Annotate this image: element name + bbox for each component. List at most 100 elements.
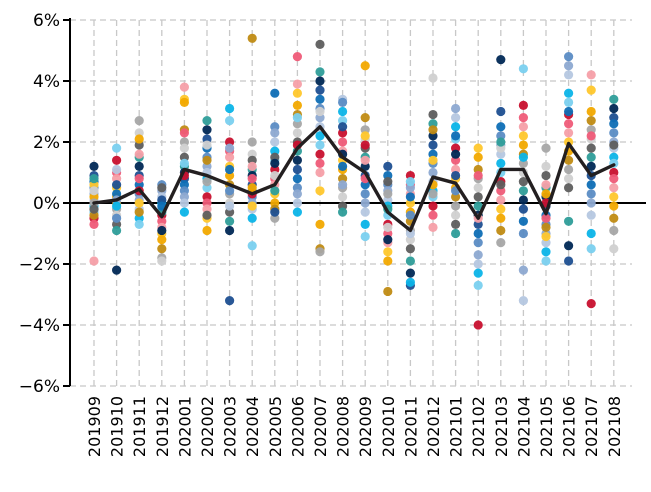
scatter-point <box>202 225 212 236</box>
scatter-point <box>179 158 189 168</box>
scatter-point <box>586 106 596 117</box>
scatter-point <box>586 70 596 80</box>
scatter-point <box>225 186 235 196</box>
scatter-point <box>360 140 370 150</box>
x-tick-label: 202103 <box>492 396 511 457</box>
scatter-point <box>270 88 280 98</box>
x-tick-label: 201909 <box>85 396 104 457</box>
scatter-point <box>541 189 551 199</box>
y-tick-label: 6% <box>33 11 60 31</box>
scatter-point <box>428 210 438 220</box>
scatter-point <box>473 228 483 239</box>
x-tick-label: 202105 <box>537 396 556 457</box>
scatter-point <box>473 320 483 330</box>
scatter-point <box>451 103 461 114</box>
scatter-point <box>609 128 619 138</box>
scatter-point <box>134 161 144 171</box>
scatter-point <box>609 119 619 129</box>
scatter-point <box>112 164 122 175</box>
scatter-point <box>496 195 506 205</box>
scatter-point <box>586 152 596 162</box>
scatter-point <box>405 228 415 239</box>
scatter-point <box>112 201 122 211</box>
scatter-point <box>496 180 506 190</box>
scatter-point <box>134 149 144 159</box>
scatter-point <box>157 225 167 236</box>
scatter-point <box>405 256 415 266</box>
x-tick-label: 202102 <box>469 396 488 457</box>
scatter-point <box>405 210 415 220</box>
scatter-point <box>89 256 99 266</box>
scatter-point <box>270 158 280 168</box>
scatter-point <box>225 103 235 114</box>
scatter-point <box>247 241 257 251</box>
scatter-point <box>518 186 529 196</box>
scatter-point <box>383 256 393 266</box>
scatter-point <box>315 247 325 257</box>
scatter-point <box>247 137 257 147</box>
y-tick-label: 0% <box>33 194 60 214</box>
scatter-point <box>315 85 325 95</box>
scatter-point <box>609 213 619 223</box>
scatter-point <box>496 158 506 168</box>
scatter-point <box>270 207 280 217</box>
scatter-point <box>360 198 370 208</box>
scatter-point <box>315 67 325 77</box>
scatter-point <box>112 180 122 190</box>
scatter-point <box>451 122 461 132</box>
scatter-point <box>383 286 393 297</box>
scatter-point <box>89 186 99 196</box>
y-tick-labels: −6% −4% −2% 0% 2% 4% 6% <box>19 11 60 397</box>
scatter-point <box>428 125 438 135</box>
scatter-point <box>270 137 280 147</box>
scatter-point <box>157 235 167 245</box>
scatter-point <box>225 164 235 175</box>
scatter-point <box>586 143 596 153</box>
scatter-point <box>157 183 167 193</box>
scatter-point <box>89 204 99 214</box>
scatter-point <box>586 189 596 199</box>
scatter-point <box>586 198 596 208</box>
scatter-point <box>202 155 212 165</box>
scatter-point <box>564 52 574 62</box>
scatter-point <box>383 247 393 257</box>
scatter-point <box>451 228 461 239</box>
scatter-point <box>518 216 529 226</box>
scatter-points <box>89 33 619 330</box>
scatter-point <box>473 170 483 181</box>
scatter-point <box>338 106 348 117</box>
scatter-point <box>564 61 574 71</box>
x-tick-label: 202106 <box>560 396 579 457</box>
scatter-point <box>112 265 122 275</box>
scatter-point <box>383 189 393 199</box>
x-tick-label: 202107 <box>582 396 601 457</box>
scatter-point <box>609 244 619 254</box>
x-tick-label: 202003 <box>221 396 240 457</box>
x-tick-label: 202012 <box>424 396 443 457</box>
scatter-point <box>541 231 551 242</box>
scatter-point <box>564 241 574 251</box>
scatter-point <box>225 143 235 153</box>
scatter-point <box>609 94 619 104</box>
scatter-point <box>541 143 551 153</box>
scatter-point <box>202 116 212 126</box>
scatter-point <box>564 97 574 107</box>
scatter-point <box>451 170 461 181</box>
scatter-point <box>112 225 122 236</box>
scatter-point <box>541 170 551 181</box>
x-tick-labels: 201909 201910 201911 201912 202001 202002 2020… <box>85 396 624 457</box>
scatter-point <box>518 265 529 275</box>
scatter-point <box>496 204 506 214</box>
x-tick-label: 202001 <box>175 396 194 457</box>
scatter-point <box>315 106 325 117</box>
scatter-point <box>315 149 325 159</box>
scatter-point <box>202 210 212 220</box>
scatter-point <box>292 189 302 199</box>
scatter-point <box>179 198 189 208</box>
scatter-point <box>586 116 596 126</box>
scatter-point <box>428 167 438 178</box>
scatter-point <box>202 177 212 187</box>
scatter-point <box>518 177 529 187</box>
scatter-point <box>564 155 574 165</box>
